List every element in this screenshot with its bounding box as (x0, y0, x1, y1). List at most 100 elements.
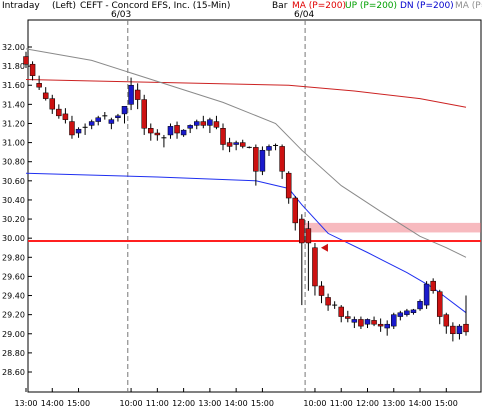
candle-body (279, 146, 285, 172)
legend-dn200: DN (P=200) (400, 1, 454, 11)
legend-ma-gray: MA (P=2 (455, 1, 482, 11)
candle-body (292, 197, 299, 224)
y-tick-label: 28.80 (2, 349, 25, 358)
date-label-0603: 6/03 (111, 10, 132, 20)
position-label: (Left) (52, 1, 76, 11)
candle-body (318, 285, 325, 296)
candle-body (430, 280, 436, 291)
candle-body (463, 323, 469, 333)
x-tick-label: 13:00 (14, 399, 37, 408)
x-tick-label: 14:00 (41, 399, 64, 408)
ma200-red-line (25, 79, 467, 108)
y-tick-label: 30.80 (2, 158, 25, 167)
candle-body (450, 325, 456, 335)
y-tick-label: 28.60 (2, 368, 25, 377)
arrow-marker (320, 243, 328, 252)
candle-body (174, 125, 180, 134)
x-tick-label: 10:00 (303, 399, 326, 408)
candle-body (239, 142, 246, 147)
x-tick-label: 14:00 (408, 399, 431, 408)
y-tick-label: 29.40 (2, 292, 25, 301)
candle-body (36, 83, 42, 88)
legend-ma200: MA (P=200) (292, 1, 346, 11)
y-tick-label: 29.60 (2, 272, 25, 281)
y-tick-label: 31.20 (2, 119, 25, 128)
plot-frame (27, 19, 482, 393)
y-tick-label: 29.80 (2, 253, 25, 262)
candle-body (404, 310, 410, 315)
interval-label: Intraday (2, 1, 40, 11)
candle-body (285, 172, 292, 199)
candle-body (371, 320, 377, 325)
y-tick-label: 30.60 (2, 177, 25, 186)
candle-body (88, 121, 95, 126)
dn200-blue-line (25, 172, 467, 314)
x-tick-label: 14:00 (225, 399, 248, 408)
y-tick-label: 32.00 (2, 43, 25, 52)
candle-body (62, 113, 69, 120)
candle-body (42, 92, 49, 99)
candle-body (423, 283, 430, 306)
x-tick-label: 11:00 (146, 399, 169, 408)
candle-body (180, 129, 187, 136)
candle-body (167, 126, 174, 136)
candle-body (436, 291, 443, 317)
candle-body (23, 56, 29, 65)
x-tick-label: 15:00 (435, 399, 458, 408)
candle-body (325, 297, 331, 306)
date-label-0604: 6/04 (294, 10, 315, 20)
candle-body (128, 84, 134, 105)
y-tick-label: 30.00 (2, 234, 25, 243)
y-tick-label: 30.40 (2, 196, 25, 205)
candle-body (410, 309, 417, 313)
candle-body (207, 119, 213, 126)
candle-body (253, 147, 259, 172)
candle-body (49, 98, 56, 110)
candle-body (148, 128, 154, 134)
candle-body (75, 128, 82, 134)
candle-body (358, 319, 364, 327)
candle-body (108, 119, 115, 124)
x-tick-label: 15:00 (251, 399, 274, 408)
candle-body (220, 128, 226, 145)
candle-body (377, 323, 384, 327)
candle-body (141, 99, 147, 129)
y-tick-label: 29.20 (2, 311, 25, 320)
y-tick-label: 29.00 (2, 330, 25, 339)
x-tick-label: 11:00 (330, 399, 353, 408)
candle-body (384, 323, 390, 329)
candle-body (29, 63, 36, 76)
candle-body (69, 121, 75, 136)
candle-body (187, 125, 193, 129)
y-tick-label: 31.40 (2, 100, 25, 109)
candle-body (259, 149, 266, 172)
y-tick-label: 31.80 (2, 62, 25, 71)
candle-body (56, 108, 62, 117)
candle-body (456, 325, 463, 335)
x-tick-label: 15:00 (67, 399, 90, 408)
candle-body (266, 146, 272, 151)
candle-body (115, 115, 121, 118)
candle-body (299, 218, 305, 244)
x-tick-label: 12:00 (172, 399, 195, 408)
x-tick-label: 13:00 (198, 399, 221, 408)
y-tick-label: 31.00 (2, 139, 25, 148)
x-tick-label: 13:00 (382, 399, 405, 408)
style-label: Bar (272, 1, 288, 11)
candle-body (312, 247, 318, 287)
candle-body (443, 314, 450, 327)
resistance-zone (301, 222, 481, 233)
candle-body (391, 314, 397, 327)
candle-body (154, 132, 161, 136)
candle-body (233, 142, 239, 145)
candle-body (134, 89, 141, 100)
candle-body (364, 319, 371, 325)
candle-body (338, 306, 344, 317)
candle-body (351, 319, 358, 323)
y-tick-label: 31.60 (2, 81, 25, 90)
y-tick-label: 30.20 (2, 215, 25, 224)
candle-body (121, 106, 128, 115)
x-tick-label: 12:00 (356, 399, 379, 408)
legend-up200: UP (P=200) (345, 1, 398, 11)
